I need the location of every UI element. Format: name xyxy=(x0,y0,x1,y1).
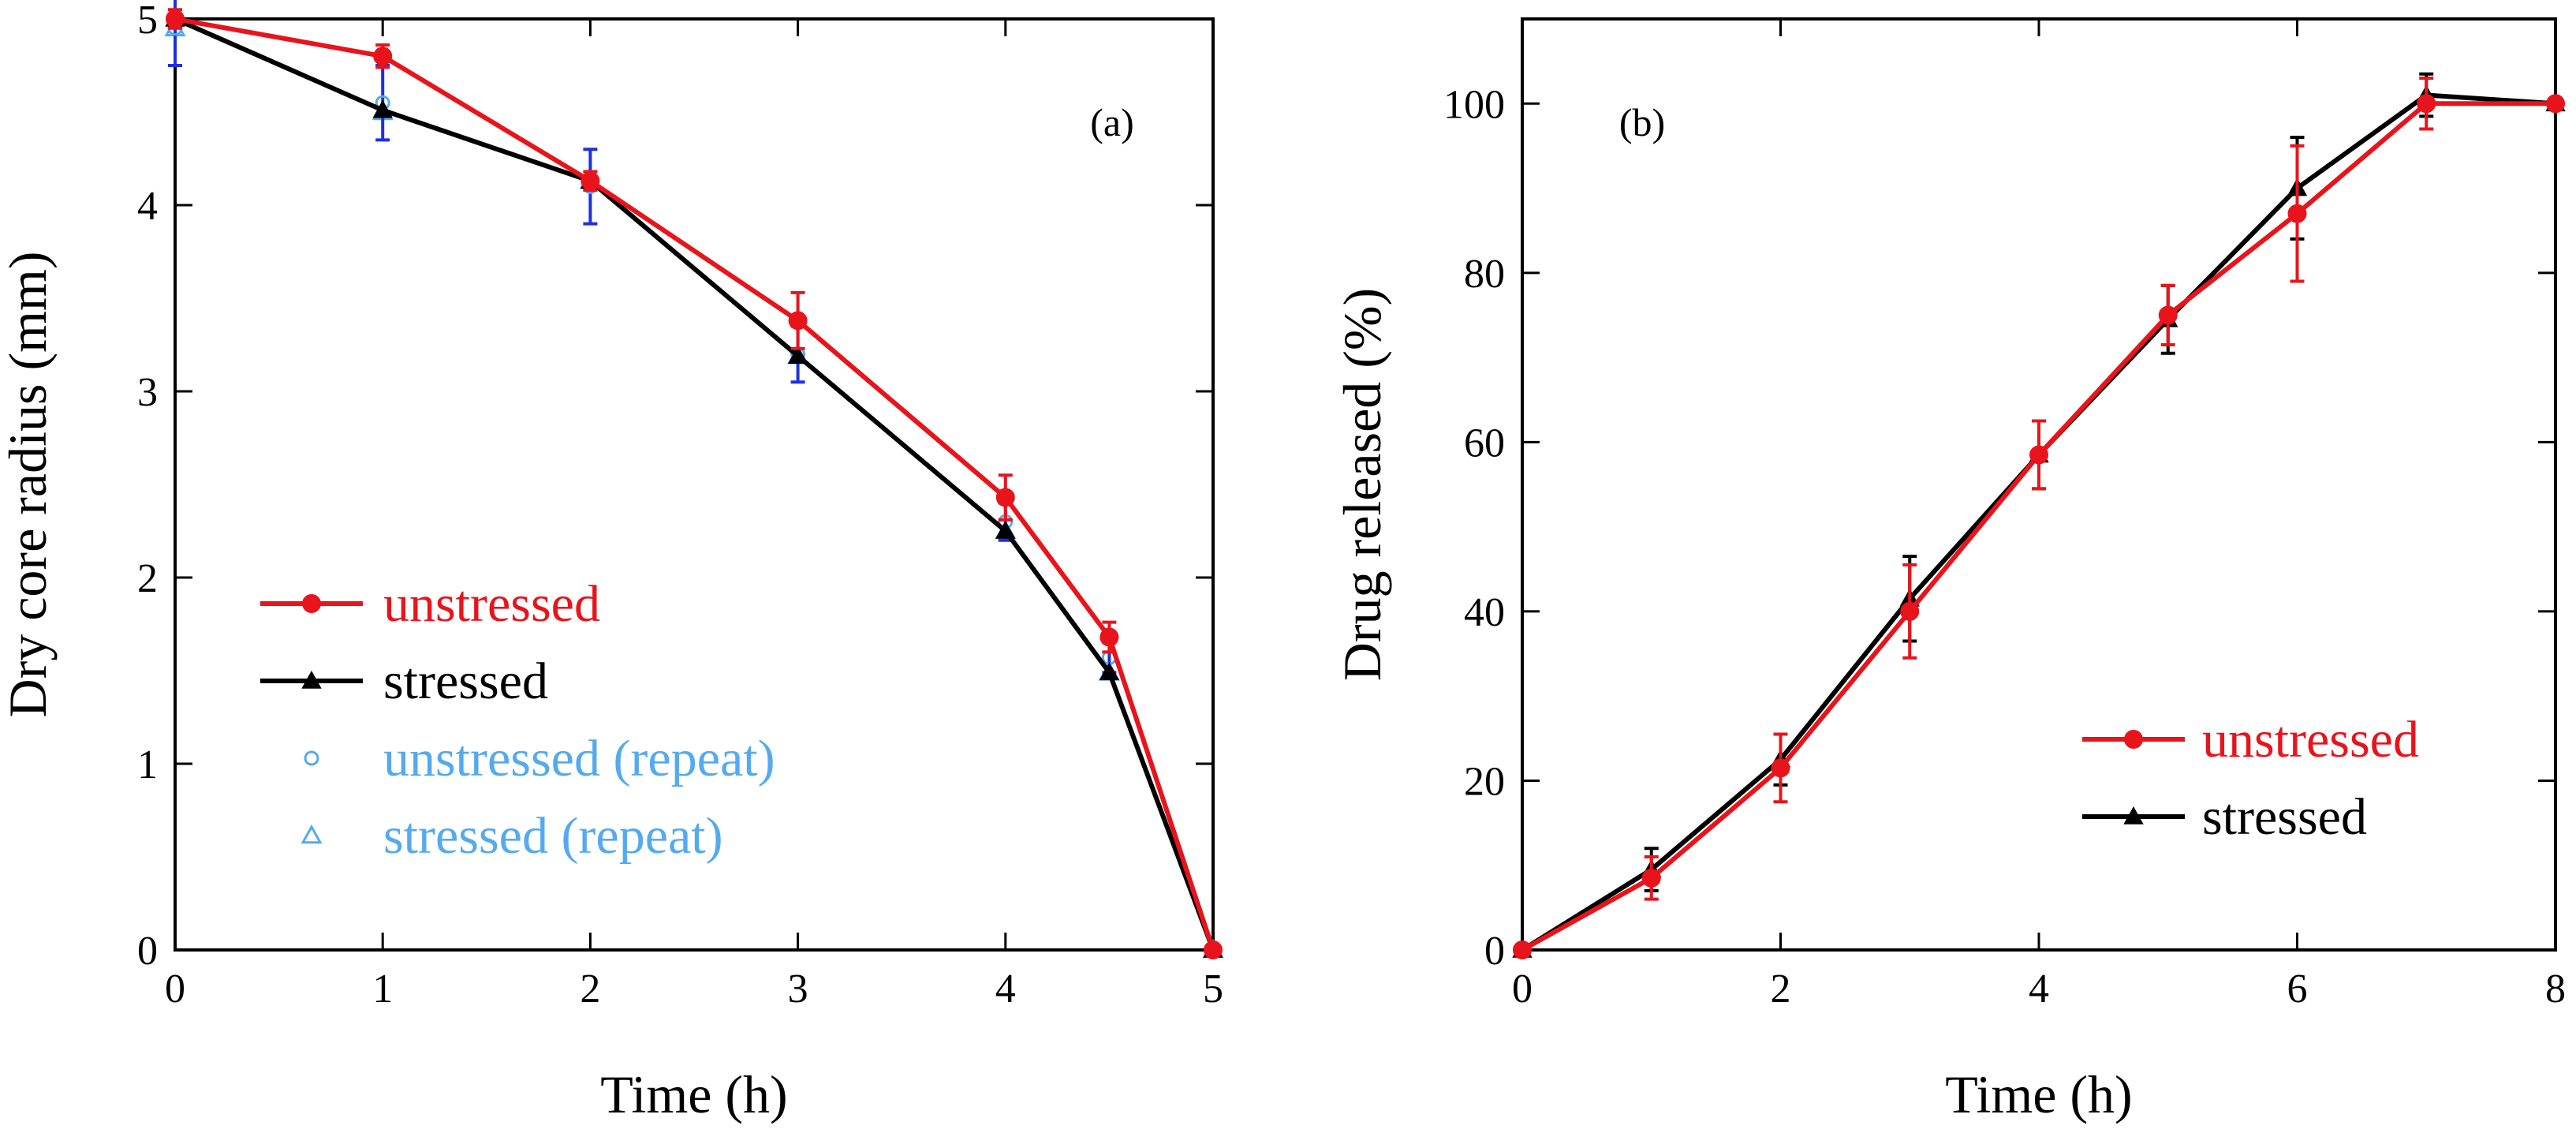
legend: unstressed stressed unstressed (repeat) str… xyxy=(260,575,775,865)
y-tick-label: 100 xyxy=(1443,82,1505,127)
data-point xyxy=(581,171,600,191)
data-point xyxy=(995,520,1016,539)
legend-label: unstressed xyxy=(383,575,600,633)
data-point xyxy=(1204,940,1223,959)
legend-marker xyxy=(301,824,323,844)
data-point xyxy=(2546,94,2565,114)
x-tick-label: 4 xyxy=(995,967,1016,1011)
data-point xyxy=(166,9,185,28)
y-tick-label: 1 xyxy=(137,742,158,787)
data-point xyxy=(2029,445,2048,465)
data-point xyxy=(788,311,808,331)
y-tick-label: 2 xyxy=(137,556,158,601)
x-tick-label: 3 xyxy=(788,967,808,1011)
data-point xyxy=(995,488,1015,507)
data-point xyxy=(787,346,808,364)
data-point xyxy=(1771,758,1790,778)
data-point xyxy=(373,47,393,66)
data-point xyxy=(1900,601,1920,621)
y-axis-title: Dry core radius (mm) xyxy=(0,251,58,717)
series-line xyxy=(1521,92,2556,952)
data-point xyxy=(2158,305,2178,325)
series-stressed xyxy=(1512,72,2566,958)
series-unstressed xyxy=(1513,77,2565,959)
data-point xyxy=(2287,204,2307,223)
chart-panel-a: 0 1 2 3 4 5 0 1 2 3 4 5 Time (h) Dry core radius (mm)… xyxy=(0,0,1224,1124)
x-tick-label: 8 xyxy=(2545,967,2566,1011)
legend-marker xyxy=(304,750,319,766)
y-tick-label: 0 xyxy=(137,929,158,974)
legend-label: stressed (repeat) xyxy=(383,807,723,865)
legend: unstressed stressed xyxy=(2082,711,2419,846)
y-tick-label: 80 xyxy=(1464,252,1505,297)
data-point xyxy=(1513,940,1532,959)
y-axis-title: Drug released (%) xyxy=(1332,288,1392,681)
data-point xyxy=(1641,868,1661,888)
y-tick-label: 4 xyxy=(137,184,158,229)
panel-label: (a) xyxy=(1090,100,1134,144)
series-unstressed xyxy=(166,8,1223,959)
y-tick-label: 3 xyxy=(137,370,158,415)
x-tick-label: 6 xyxy=(2287,967,2308,1011)
legend-marker xyxy=(302,594,321,613)
legend-marker xyxy=(2123,806,2144,825)
plot-frame xyxy=(174,17,1215,952)
legend-label: unstressed xyxy=(2202,711,2419,768)
panel-label: (b) xyxy=(1619,100,1665,144)
x-tick-label: 5 xyxy=(1203,967,1223,1011)
legend-marker xyxy=(2124,730,2143,749)
data-point xyxy=(2417,94,2436,114)
series-line xyxy=(1521,101,2555,952)
x-tick-label: 0 xyxy=(1512,967,1533,1011)
x-tick-label: 4 xyxy=(2029,967,2049,1011)
data-point xyxy=(372,99,393,118)
legend-label: stressed xyxy=(383,653,548,710)
data-point xyxy=(1099,662,1120,681)
y-tick-label: 60 xyxy=(1464,421,1505,466)
x-axis-title: Time (h) xyxy=(1945,1064,2132,1124)
y-tick-label: 40 xyxy=(1464,590,1505,635)
x-tick-label: 1 xyxy=(372,967,393,1011)
y-tick-label: 20 xyxy=(1464,759,1505,804)
data-point xyxy=(1099,627,1119,647)
legend-label: stressed xyxy=(2202,788,2367,846)
legend-marker xyxy=(301,670,322,689)
legend-label: unstressed (repeat) xyxy=(383,730,775,787)
x-tick-label: 0 xyxy=(165,967,185,1011)
y-tick-label: 5 xyxy=(137,0,158,43)
x-tick-label: 2 xyxy=(580,967,600,1011)
x-axis-title: Time (h) xyxy=(600,1064,787,1124)
x-tick-label: 2 xyxy=(1771,967,1791,1011)
y-tick-label: 0 xyxy=(1484,929,1505,974)
